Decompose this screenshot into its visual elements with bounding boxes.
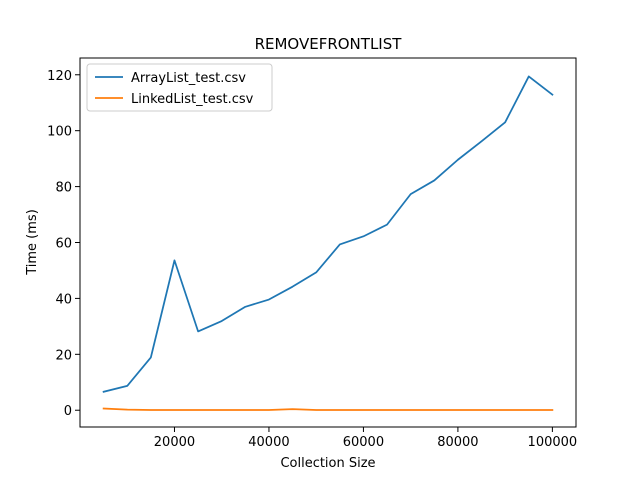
plot-background — [80, 58, 576, 427]
y-tick-label: 40 — [55, 292, 72, 307]
x-tick-label: 80000 — [437, 435, 478, 450]
series-line-2 — [102, 407, 554, 411]
chart-title: REMOVEFRONTLIST — [255, 35, 403, 53]
y-axis-label: Time (ms) — [25, 209, 40, 276]
x-axis: 20000 40000 60000 80000 100000 — [154, 427, 577, 450]
plot-area — [79, 57, 577, 428]
y-axis: 0 20 40 60 80 100 120 — [47, 69, 80, 419]
y-tick-label: 80 — [55, 181, 72, 196]
legend-label-2: LinkedList_test.csv — [131, 92, 254, 107]
x-tick-label: 20000 — [154, 435, 195, 450]
legend: ArrayList_test.csv LinkedList_test.csv — [86, 63, 273, 112]
x-tick-label: 100000 — [528, 435, 578, 450]
legend-label-1: ArrayList_test.csv — [131, 71, 246, 86]
y-tick-label: 60 — [55, 237, 72, 252]
series-line-1 — [102, 75, 554, 393]
x-tick-label: 40000 — [248, 435, 289, 450]
y-tick-label: 120 — [47, 69, 72, 84]
y-tick-label: 20 — [55, 348, 72, 363]
x-axis-label: Collection Size — [280, 456, 375, 471]
legend-box — [86, 63, 273, 112]
y-tick-label: 0 — [64, 404, 72, 419]
series-layer — [102, 75, 554, 411]
y-tick-label: 100 — [47, 125, 72, 140]
x-tick-label: 60000 — [343, 435, 384, 450]
